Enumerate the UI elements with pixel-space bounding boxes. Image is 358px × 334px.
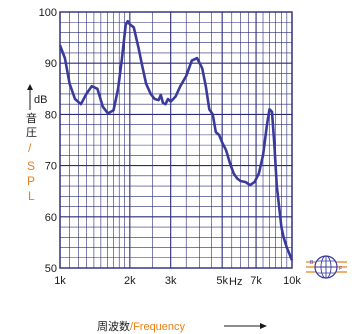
logo-letter-left: B	[310, 260, 314, 266]
spl-response-line	[58, 19, 294, 261]
plot-frame	[59, 11, 293, 269]
chart-grid	[59, 11, 293, 269]
x-tick-label: 5k	[216, 275, 228, 287]
y-tick-label: 90	[45, 58, 57, 70]
y-tick-label: 50	[45, 263, 57, 275]
y-tick-label: 60	[45, 212, 57, 224]
x-label-en: Frequency	[133, 321, 185, 333]
globe-logo-icon: B F	[306, 255, 347, 279]
y-label-en-char-1: S	[27, 159, 35, 173]
y-label-cn-char-1: 音	[26, 111, 37, 125]
x-tick-labels: 1k 2k 3k 5k 7k 10k	[54, 275, 301, 287]
y-label-en-char-3: L	[28, 189, 35, 203]
y-unit-label: dB	[34, 94, 47, 106]
y-axis-arrowhead	[27, 84, 33, 90]
y-tick-label: 70	[45, 161, 57, 173]
x-label-slash: /	[130, 321, 134, 333]
x-tick-label: 3k	[165, 275, 177, 287]
y-label-cn-char-2: 圧	[26, 126, 37, 139]
y-tick-label: 80	[45, 109, 57, 121]
y-label-en-char-2: P	[27, 174, 35, 188]
x-unit-label: Hz	[229, 276, 242, 288]
x-label-cn: 周波数	[97, 320, 130, 333]
y-tick-label: 100	[39, 7, 57, 19]
x-tick-label: 7k	[250, 275, 262, 287]
logo-letter-right: F	[339, 266, 342, 272]
x-tick-label: 10k	[283, 275, 301, 287]
x-axis-label: 周波数/Frequency	[97, 320, 186, 333]
x-axis-arrowhead	[260, 323, 267, 329]
x-tick-label: 2k	[124, 275, 136, 287]
x-tick-label: 1k	[54, 275, 66, 287]
y-tick-labels: 50 60 70 80 90 100	[39, 7, 57, 275]
y-label-slash: /	[28, 141, 32, 155]
